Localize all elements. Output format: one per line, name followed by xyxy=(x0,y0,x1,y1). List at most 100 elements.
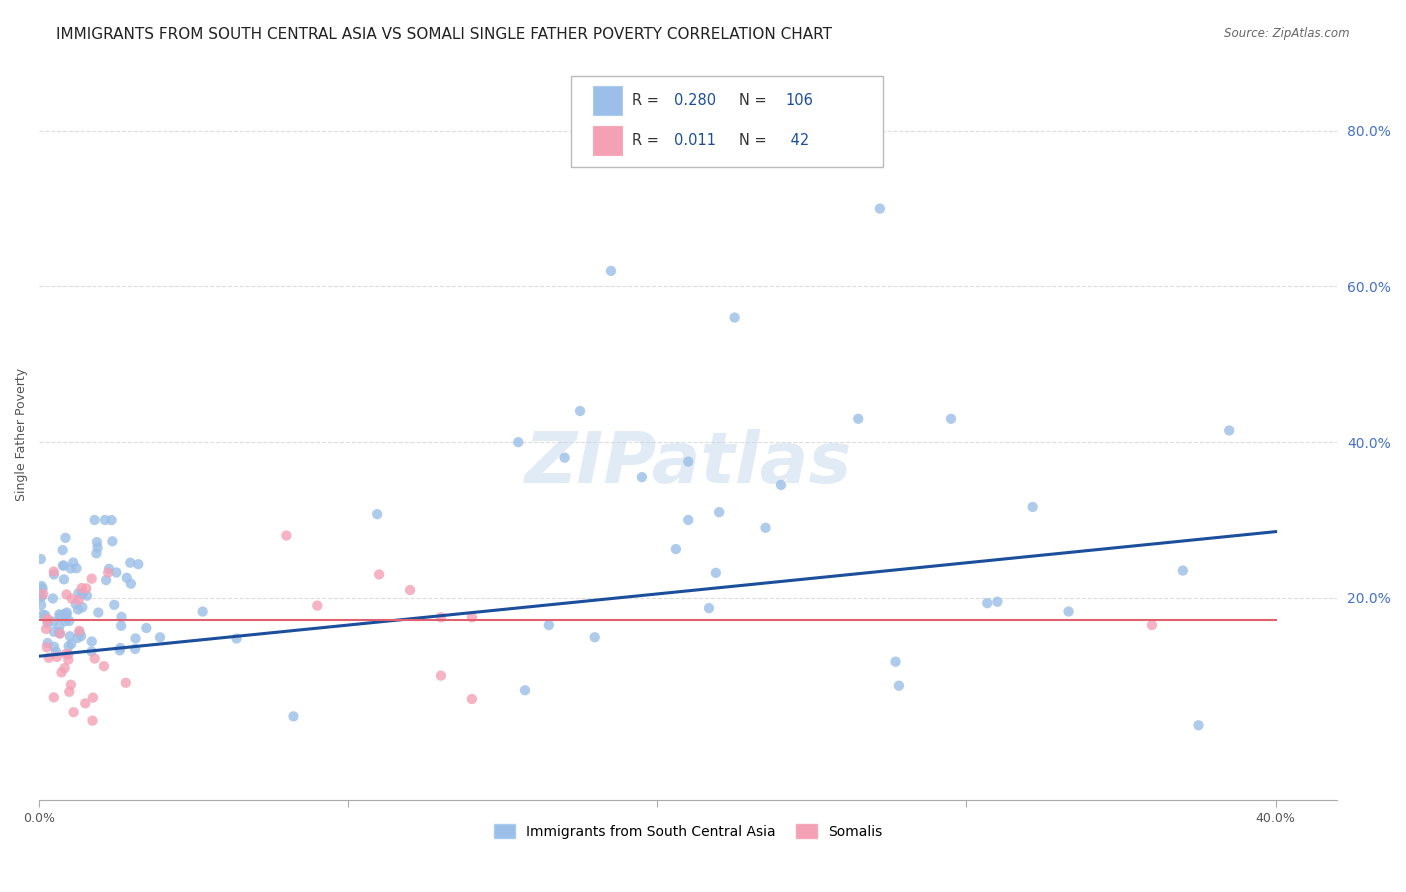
Point xyxy=(37,612,59,626)
Point xyxy=(82,714,104,728)
Point xyxy=(366,507,388,521)
Point xyxy=(461,692,484,706)
Point xyxy=(53,614,76,628)
Point xyxy=(59,561,82,575)
Point xyxy=(508,435,530,450)
Point xyxy=(67,593,90,607)
Point xyxy=(120,556,142,570)
Point xyxy=(38,650,60,665)
Point xyxy=(93,659,115,673)
Point xyxy=(48,625,70,640)
Point xyxy=(707,505,730,519)
Point xyxy=(97,566,120,580)
Point xyxy=(51,665,73,680)
Text: 0.011: 0.011 xyxy=(673,133,716,148)
Bar xyxy=(593,86,621,115)
Point xyxy=(678,454,700,468)
Point xyxy=(52,543,75,558)
Point xyxy=(55,607,77,622)
Point xyxy=(62,556,84,570)
Point xyxy=(754,521,776,535)
Point xyxy=(30,552,52,566)
Point xyxy=(1187,718,1209,732)
Text: 42: 42 xyxy=(786,133,808,148)
Point xyxy=(430,668,453,682)
Point xyxy=(307,599,329,613)
Point xyxy=(80,634,103,648)
Point xyxy=(110,640,132,655)
Point xyxy=(697,601,720,615)
Point xyxy=(59,678,82,692)
Point xyxy=(846,411,869,425)
Point xyxy=(110,619,132,633)
Point xyxy=(65,597,87,611)
Point xyxy=(45,645,67,659)
Point xyxy=(82,690,104,705)
Point xyxy=(35,612,58,626)
Point xyxy=(67,602,90,616)
Text: ZIPatlas: ZIPatlas xyxy=(524,429,852,498)
Point xyxy=(70,629,93,643)
Point xyxy=(101,534,124,549)
Point xyxy=(42,624,65,639)
Point xyxy=(42,567,65,582)
Point xyxy=(276,528,298,542)
Point xyxy=(1140,618,1163,632)
Point xyxy=(115,571,138,585)
Point xyxy=(100,513,122,527)
Point xyxy=(58,653,80,667)
FancyBboxPatch shape xyxy=(571,76,883,168)
Point xyxy=(72,587,94,601)
Point xyxy=(869,202,891,216)
Point xyxy=(135,621,157,635)
Point xyxy=(225,632,247,646)
Point xyxy=(32,607,55,622)
Point xyxy=(60,591,83,606)
Point xyxy=(884,655,907,669)
Text: Source: ZipAtlas.com: Source: ZipAtlas.com xyxy=(1225,27,1350,40)
Point xyxy=(37,615,59,630)
Point xyxy=(58,639,80,653)
Point xyxy=(83,513,105,527)
Point xyxy=(49,608,72,623)
Point xyxy=(30,589,52,603)
Point xyxy=(62,705,84,719)
Point xyxy=(42,591,65,606)
Point xyxy=(31,582,53,596)
Point xyxy=(80,644,103,658)
Point xyxy=(103,598,125,612)
Point xyxy=(191,605,214,619)
Point xyxy=(69,626,91,640)
Point xyxy=(35,622,58,636)
Point xyxy=(48,626,70,640)
Point xyxy=(94,513,117,527)
Point xyxy=(86,541,108,555)
Point xyxy=(283,709,305,723)
Point xyxy=(704,566,727,580)
Point xyxy=(42,565,65,579)
Y-axis label: Single Father Poverty: Single Father Poverty xyxy=(15,368,28,501)
Point xyxy=(34,608,56,623)
Point xyxy=(149,630,172,644)
Point xyxy=(55,606,77,620)
Point xyxy=(75,696,97,710)
Point xyxy=(769,478,792,492)
Point xyxy=(52,558,75,573)
Point xyxy=(1171,564,1194,578)
Point xyxy=(48,607,70,622)
Point xyxy=(94,573,117,587)
Point xyxy=(59,629,82,643)
Text: R =: R = xyxy=(633,93,664,108)
Point xyxy=(80,572,103,586)
Point xyxy=(75,582,97,596)
Point xyxy=(55,587,77,601)
Point xyxy=(52,558,75,573)
Point xyxy=(35,640,58,655)
Point xyxy=(42,690,65,705)
Point xyxy=(46,649,69,664)
Point xyxy=(30,579,52,593)
Text: 0.280: 0.280 xyxy=(673,93,716,108)
Point xyxy=(399,582,422,597)
Point xyxy=(76,589,98,603)
Point xyxy=(83,651,105,665)
